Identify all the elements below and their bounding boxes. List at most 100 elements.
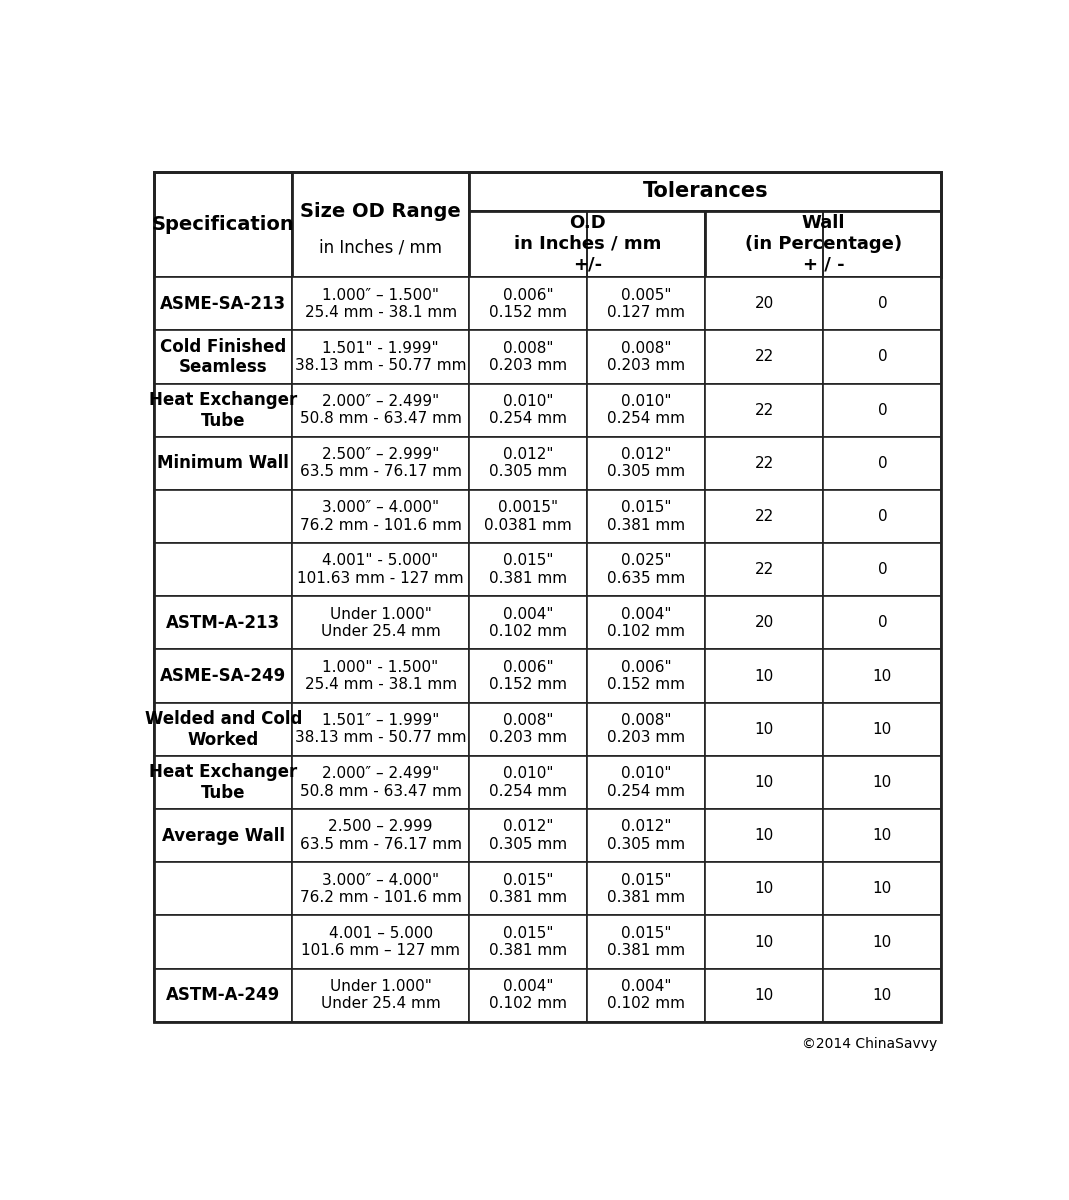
Bar — [154, 916, 292, 968]
Text: 1.000" - 1.500"
25.4 mm - 38.1 mm: 1.000" - 1.500" 25.4 mm - 38.1 mm — [305, 660, 456, 692]
Bar — [706, 490, 823, 544]
Bar — [469, 211, 587, 277]
Text: 10: 10 — [872, 721, 892, 737]
Bar — [587, 211, 706, 277]
Text: 10: 10 — [872, 935, 892, 949]
Bar — [706, 916, 823, 968]
Bar — [706, 968, 823, 1021]
Text: Specification: Specification — [152, 215, 295, 234]
Text: 20: 20 — [755, 296, 774, 311]
Bar — [154, 330, 292, 384]
Bar — [469, 649, 587, 703]
Bar — [469, 809, 587, 863]
Bar — [823, 384, 942, 437]
Text: 0.015"
0.381 mm: 0.015" 0.381 mm — [607, 872, 685, 905]
Bar — [587, 277, 706, 330]
Text: 0.012"
0.305 mm: 0.012" 0.305 mm — [607, 820, 685, 852]
Bar — [469, 703, 587, 756]
Bar — [587, 756, 706, 809]
Bar — [469, 172, 942, 211]
Text: 10: 10 — [755, 935, 774, 949]
Bar — [706, 437, 823, 490]
Bar — [292, 703, 469, 756]
Bar — [469, 544, 587, 596]
Bar — [292, 384, 469, 437]
Bar — [292, 544, 469, 596]
Bar — [587, 809, 706, 863]
Text: 0.006"
0.152 mm: 0.006" 0.152 mm — [490, 288, 568, 320]
Text: 0.015"
0.381 mm: 0.015" 0.381 mm — [490, 553, 568, 586]
Bar — [292, 968, 469, 1021]
Text: 0: 0 — [878, 296, 887, 311]
Text: 0: 0 — [878, 456, 887, 470]
Bar — [823, 703, 942, 756]
Text: 4.001 – 5.000
101.6 mm – 127 mm: 4.001 – 5.000 101.6 mm – 127 mm — [301, 926, 460, 959]
Text: 22: 22 — [755, 509, 774, 524]
Bar — [823, 863, 942, 916]
Bar — [292, 809, 469, 863]
Bar — [154, 544, 292, 596]
Text: 0.008"
0.203 mm: 0.008" 0.203 mm — [607, 341, 685, 373]
Bar — [706, 384, 823, 437]
Bar — [154, 277, 292, 330]
Text: 4.001" - 5.000"
101.63 mm - 127 mm: 4.001" - 5.000" 101.63 mm - 127 mm — [297, 553, 464, 586]
Text: ASME-SA-249: ASME-SA-249 — [160, 667, 286, 685]
Text: Size OD Range: Size OD Range — [300, 203, 461, 221]
Bar — [154, 809, 292, 863]
Text: 0.005"
0.127 mm: 0.005" 0.127 mm — [607, 288, 685, 320]
Bar — [706, 596, 823, 649]
Bar — [823, 277, 942, 330]
Text: 0: 0 — [878, 562, 887, 577]
Text: O.D
in Inches / mm
+/-: O.D in Inches / mm +/- — [513, 214, 661, 274]
Bar — [154, 649, 292, 703]
Bar — [587, 384, 706, 437]
Text: Tolerances: Tolerances — [642, 181, 769, 202]
Bar — [292, 756, 469, 809]
Text: 22: 22 — [755, 562, 774, 577]
Text: Wall
(in Percentage)
+ / -: Wall (in Percentage) + / - — [745, 214, 902, 274]
Text: 10: 10 — [872, 775, 892, 790]
Text: 0.008"
0.203 mm: 0.008" 0.203 mm — [607, 713, 685, 745]
Text: Average Wall: Average Wall — [161, 827, 284, 845]
Bar — [823, 437, 942, 490]
Text: 10: 10 — [872, 988, 892, 1003]
Bar — [292, 172, 469, 277]
Bar — [154, 863, 292, 916]
Text: Welded and Cold
Worked: Welded and Cold Worked — [144, 710, 301, 749]
Bar — [706, 756, 823, 809]
Text: 0.012"
0.305 mm: 0.012" 0.305 mm — [490, 448, 568, 480]
Text: 10: 10 — [872, 881, 892, 896]
Bar — [469, 968, 587, 1021]
Text: 0.015"
0.381 mm: 0.015" 0.381 mm — [490, 872, 568, 905]
Bar — [292, 863, 469, 916]
Bar — [292, 277, 469, 330]
Bar — [469, 756, 587, 809]
Text: 3.000″ – 4.000"
76.2 mm - 101.6 mm: 3.000″ – 4.000" 76.2 mm - 101.6 mm — [299, 872, 462, 905]
Text: 2.000″ – 2.499"
50.8 mm - 63.47 mm: 2.000″ – 2.499" 50.8 mm - 63.47 mm — [299, 394, 462, 426]
Text: 0.025"
0.635 mm: 0.025" 0.635 mm — [607, 553, 685, 586]
Text: 0: 0 — [878, 616, 887, 630]
Bar — [823, 330, 942, 384]
Bar — [823, 968, 942, 1021]
Bar — [469, 596, 587, 649]
Bar — [823, 756, 942, 809]
Text: 0.012"
0.305 mm: 0.012" 0.305 mm — [607, 448, 685, 480]
Text: 10: 10 — [755, 721, 774, 737]
Text: 0.008"
0.203 mm: 0.008" 0.203 mm — [490, 713, 568, 745]
Text: Under 1.000"
Under 25.4 mm: Under 1.000" Under 25.4 mm — [321, 979, 440, 1012]
Bar — [292, 490, 469, 544]
Text: 22: 22 — [755, 456, 774, 470]
Bar — [292, 330, 469, 384]
Bar — [154, 172, 292, 277]
Text: ASME-SA-213: ASME-SA-213 — [160, 295, 286, 313]
Text: ©2014 ChinaSavvy: ©2014 ChinaSavvy — [802, 1037, 938, 1051]
Text: 0.010"
0.254 mm: 0.010" 0.254 mm — [607, 394, 685, 426]
Bar — [587, 544, 706, 596]
Text: Heat Exchanger
Tube: Heat Exchanger Tube — [149, 391, 297, 430]
Text: 0.004"
0.102 mm: 0.004" 0.102 mm — [607, 979, 685, 1012]
Bar — [587, 863, 706, 916]
Bar — [587, 916, 706, 968]
Bar — [587, 968, 706, 1021]
Bar — [154, 384, 292, 437]
Text: 0.015"
0.381 mm: 0.015" 0.381 mm — [490, 926, 568, 959]
